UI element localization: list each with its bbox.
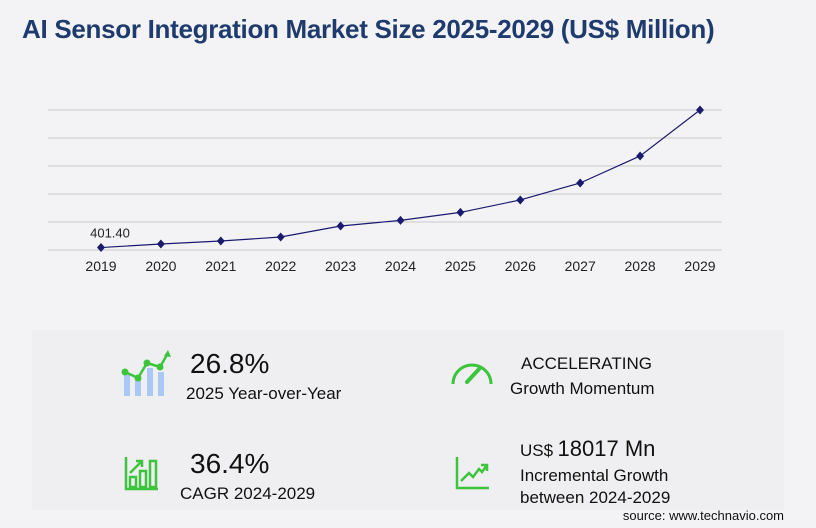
incremental-amount: 18017 Mn xyxy=(557,436,656,461)
bar-growth-icon xyxy=(124,457,158,491)
yoy-label: 2025 Year-over-Year xyxy=(186,384,342,403)
data-point xyxy=(336,221,345,231)
incremental-label-1: Incremental Growth xyxy=(520,466,669,485)
data-point xyxy=(696,105,704,115)
growth-chart-icon xyxy=(121,350,171,396)
incremental-value: US$ 18017 Mn xyxy=(520,436,655,462)
momentum-label: Growth Momentum xyxy=(510,379,655,398)
x-tick-label: 2021 xyxy=(205,258,236,274)
x-tick-label: 2026 xyxy=(505,258,536,274)
x-tick-label: 2027 xyxy=(565,258,596,274)
data-point xyxy=(156,239,165,249)
yoy-value: 26.8% xyxy=(190,348,270,379)
speedometer-icon xyxy=(451,363,493,385)
data-point xyxy=(216,236,225,246)
incremental-label-2: between 2024-2029 xyxy=(520,488,671,507)
data-point xyxy=(456,207,465,217)
cagr-label: CAGR 2024-2029 xyxy=(180,484,316,503)
series-line xyxy=(100,109,701,249)
data-point xyxy=(396,215,405,225)
momentum-value: ACCELERATING xyxy=(521,354,652,373)
trend-up-icon xyxy=(455,457,489,490)
x-tick-label: 2025 xyxy=(445,258,476,274)
cagr-value: 36.4% xyxy=(190,448,270,479)
chart-title: AI Sensor Integration Market Size 2025-2… xyxy=(22,14,715,44)
x-tick-label: 2019 xyxy=(85,258,116,274)
x-tick-label: 2020 xyxy=(145,258,176,274)
x-tick-label: 2028 xyxy=(625,258,656,274)
data-point xyxy=(516,195,525,205)
data-point xyxy=(276,232,285,242)
x-tick-label: 2022 xyxy=(265,258,296,274)
data-point xyxy=(576,178,585,188)
currency: US$ xyxy=(520,441,554,460)
data-point xyxy=(97,243,105,253)
data-point xyxy=(636,151,645,161)
x-tick-label: 2023 xyxy=(325,258,356,274)
source-text: source: www.technavio.com xyxy=(622,508,784,523)
data-label: 401.40 xyxy=(90,226,130,241)
line-chart: 2019 2020 2021 2022 2023 2024 2025 2026 2027 2028… xyxy=(48,105,722,274)
x-tick-label: 2024 xyxy=(385,258,416,274)
x-tick-label: 2029 xyxy=(684,258,715,274)
stats-panel xyxy=(32,330,784,510)
